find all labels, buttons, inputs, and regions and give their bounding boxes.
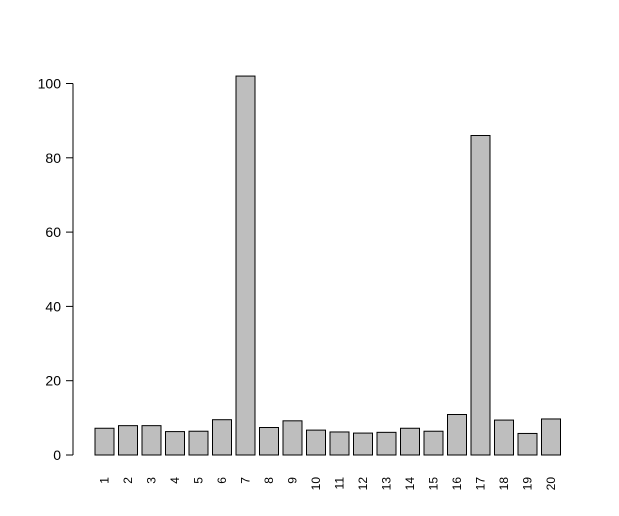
bar-18 <box>494 419 514 456</box>
bar-14 <box>400 427 420 456</box>
x-tick-label: 3 <box>145 477 159 484</box>
bar-4 <box>165 431 185 456</box>
bar-10 <box>306 429 326 456</box>
bar-15 <box>423 430 444 456</box>
y-tick-label: 20 <box>45 373 61 389</box>
x-tick-label: 4 <box>168 477 182 484</box>
x-tick-label: 20 <box>544 477 558 491</box>
x-tick-labels: 1 2 3 4 5 6 7 8 9 10 11 12 13 14 15 16 17 18 19 20 <box>98 477 559 491</box>
y-tick-label: 80 <box>45 150 61 166</box>
x-tick-label: 14 <box>403 477 417 491</box>
x-tick-label: 9 <box>286 477 300 484</box>
x-tick-label: 8 <box>262 477 276 484</box>
bars-group <box>94 75 561 456</box>
bar-9 <box>282 420 303 456</box>
y-axis: 0 20 40 60 80 100 <box>38 76 74 463</box>
x-tick-label: 5 <box>192 477 206 484</box>
x-tick-label: 17 <box>474 477 488 491</box>
bar-17 <box>470 135 491 456</box>
y-tick-label: 0 <box>53 447 61 463</box>
x-tick-label: 1 <box>98 477 112 484</box>
bar-12 <box>353 432 373 456</box>
bar-8 <box>259 427 279 456</box>
bar-6 <box>212 419 232 456</box>
bar-1 <box>94 427 115 456</box>
bar-19 <box>517 432 538 456</box>
x-tick-label: 2 <box>121 477 135 484</box>
bar-7 <box>235 75 256 456</box>
x-tick-label: 18 <box>497 477 511 491</box>
bar-5 <box>188 430 209 456</box>
x-tick-label: 7 <box>239 477 253 484</box>
x-tick-label: 10 <box>309 477 323 491</box>
bar-13 <box>376 431 397 456</box>
x-tick-label: 6 <box>215 477 229 484</box>
bar-11 <box>329 431 350 456</box>
bar-2 <box>118 425 138 456</box>
x-tick-label: 19 <box>521 477 535 491</box>
x-tick-label: 13 <box>380 477 394 491</box>
x-tick-label: 11 <box>333 477 347 490</box>
x-tick-label: 16 <box>450 477 464 491</box>
x-tick-label: 12 <box>356 477 370 491</box>
bar-16 <box>447 414 467 456</box>
bar-3 <box>141 425 162 456</box>
y-tick-label: 100 <box>38 76 62 92</box>
y-tick-label: 60 <box>45 224 61 240</box>
x-tick-label: 15 <box>427 477 441 491</box>
bar-20 <box>541 418 561 456</box>
y-tick-label: 40 <box>45 298 61 314</box>
